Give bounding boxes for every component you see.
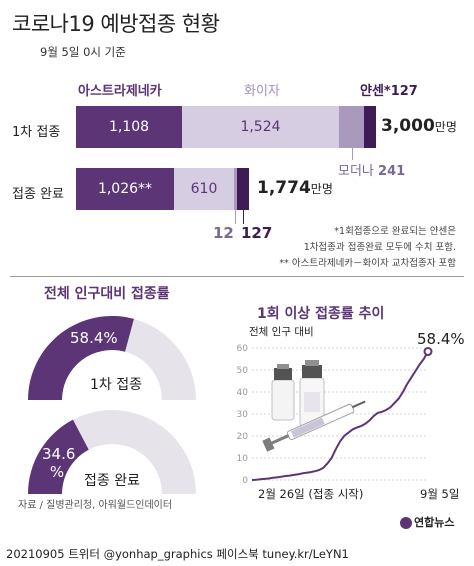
janssen-complete-label: 127 — [241, 224, 273, 242]
ytick-label: 60 — [237, 344, 249, 354]
line-chart-end-label: 58.4% — [417, 330, 465, 348]
janssen-dose1-value: 127 — [390, 84, 418, 99]
footer-text: 20210905 트위터 @yonhap_graphics 페이스북 tuney… — [6, 547, 349, 561]
bar-az-dose1: 1,108 — [76, 106, 182, 148]
row-label-dose1: 1차 접종 — [12, 125, 61, 140]
source-text: 자료 / 질병관리청, 아워월드인데이터 — [18, 500, 173, 511]
note-3: ** 아스트라제네카－화이자 교차접종자 포함 — [279, 258, 456, 269]
line-chart-title: 1회 이상 접종률 추이 — [257, 306, 385, 322]
date-label: 9월 5일 0시 기준 — [40, 45, 126, 59]
ytick-label: 50 — [237, 366, 249, 376]
moderna-complete-label: 12 — [213, 224, 234, 242]
line-chart-series — [251, 351, 429, 481]
ytick-label: 20 — [237, 432, 249, 442]
gauge-dose1-fill — [28, 316, 134, 400]
line-chart-yticks: 0 10 20 30 40 50 60 — [237, 344, 249, 486]
line-chart-ylabel: 전체 인구 대비 — [249, 326, 314, 338]
ytick-label: 40 — [237, 388, 249, 398]
total-dose1: 3,000만명 — [381, 116, 457, 136]
line-chart: 0 10 20 30 40 50 60 — [237, 344, 433, 486]
gauge-section-title: 전체 인구대비 접종률 — [44, 286, 170, 302]
gauge-charts — [28, 316, 196, 494]
footer-bar — [0, 540, 474, 566]
gauge-complete-label: 접종 완료 — [84, 473, 140, 489]
yonhap-logo: 연합뉴스 — [400, 514, 454, 530]
bar-moderna-dose1 — [339, 106, 364, 148]
gauge-dose1-value: 58.4% — [70, 329, 118, 347]
legend-astrazeneca: 아스트라제네카 — [78, 84, 162, 99]
total-complete: 1,774만명 — [257, 178, 333, 198]
gauge-complete-value: 34.6 % — [42, 445, 76, 481]
section-divider — [10, 276, 464, 277]
legend-pfizer: 화이자 — [244, 84, 280, 99]
line-chart-xlabel-start: 2월 26일 (접종 시작) — [258, 487, 364, 501]
gauge-dose1-label: 1차 접종 — [90, 377, 142, 393]
gauge-complete-fill — [28, 419, 89, 494]
row-label-complete: 접종 완료 — [12, 187, 64, 202]
moderna-complete-callout-line — [235, 210, 236, 224]
line-chart-xlabel-end: 9월 5일 — [420, 487, 460, 501]
bar-moderna-complete — [234, 168, 237, 210]
bar-janssen-dose1 — [364, 106, 376, 148]
moderna-callout-line — [352, 148, 353, 160]
bar-pfizer-complete: 610 — [174, 168, 234, 210]
line-chart-end-marker — [423, 347, 433, 357]
bar-janssen-complete — [237, 168, 249, 210]
ytick-label: 10 — [237, 454, 249, 464]
bar-az-complete: 1,026** — [76, 168, 174, 210]
note-1: *1회접종으로 완료되는 얀센은 — [334, 226, 456, 237]
legend-janssen: 얀센*127 — [360, 84, 418, 99]
bar-pfizer-dose1: 1,524 — [182, 106, 339, 148]
ytick-label: 30 — [237, 410, 249, 420]
ytick-label: 0 — [242, 476, 248, 486]
moderna-dose1-label: 모더나 241 — [338, 164, 406, 179]
vaccine-illustration — [262, 360, 366, 452]
janssen-complete-callout-line — [243, 210, 244, 224]
page-title: 코로나19 예방접종 현황 — [12, 12, 220, 36]
note-2: 1차접종과 접종완료 모두에 수치 포함. — [303, 242, 456, 253]
